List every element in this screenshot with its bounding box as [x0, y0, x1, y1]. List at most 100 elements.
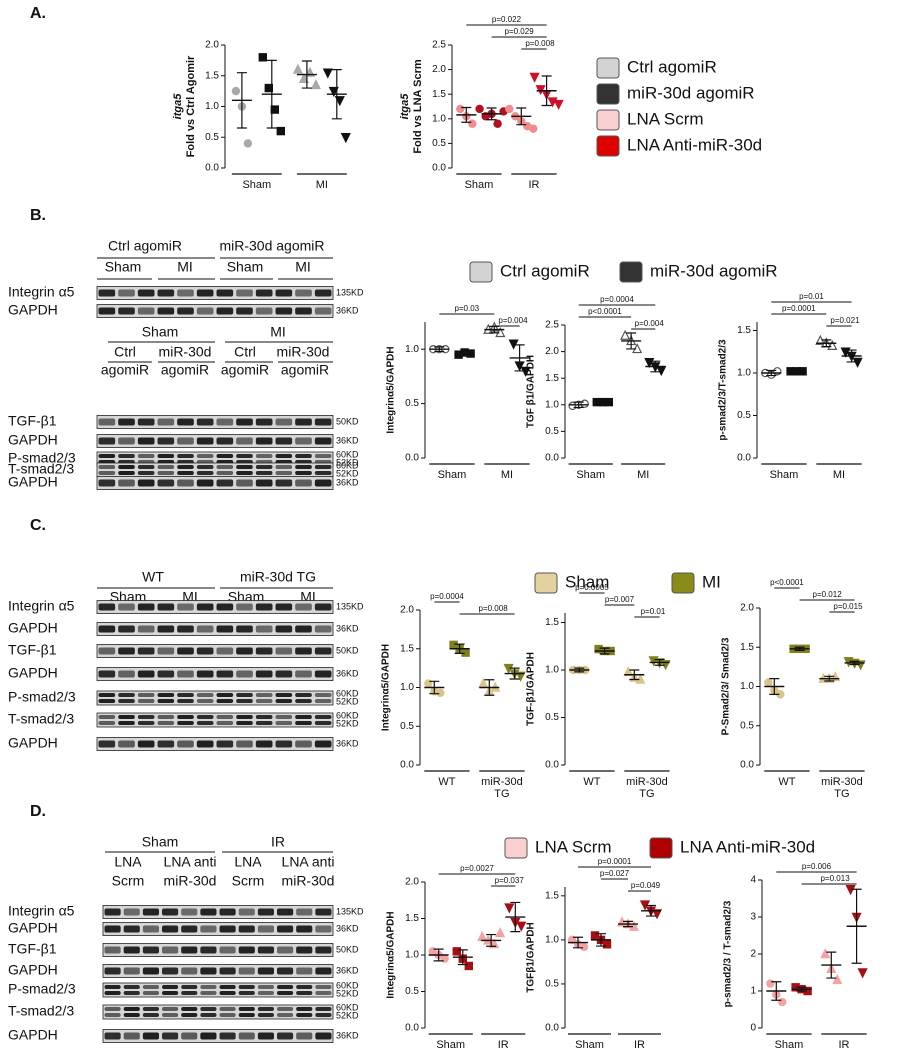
blot-band — [181, 991, 198, 995]
blot-band — [196, 625, 214, 633]
x-group-label: WT — [583, 776, 600, 788]
blot-band — [157, 437, 175, 445]
data-point — [857, 968, 868, 979]
y-tick-label: 2.5 — [545, 320, 559, 331]
blot-size-label: 52KD — [336, 468, 359, 478]
blot-band — [157, 603, 175, 611]
blot-band — [216, 603, 234, 611]
y-tick-label: 0.0 — [400, 760, 414, 771]
blot-band — [137, 289, 155, 297]
x-group-label: Sham — [775, 1039, 804, 1050]
blot-band — [216, 699, 234, 703]
blot-band — [236, 289, 253, 297]
blot-strip — [96, 644, 334, 658]
blot-band — [200, 946, 217, 954]
blot-band — [275, 625, 293, 633]
blot-size-label: 52KD — [336, 988, 359, 998]
blot-band — [177, 670, 194, 678]
y-tick-label: 0.5 — [405, 398, 419, 409]
p-value: p<0.0001 — [588, 307, 622, 316]
blot-size-label: 36KD — [336, 623, 359, 633]
data-point — [602, 940, 612, 949]
panel-label: B. — [30, 207, 46, 224]
x-group-label: miR-30d — [626, 776, 668, 788]
legend-label: LNA Scrm — [627, 109, 704, 128]
blot-strip — [102, 905, 334, 919]
blot-band — [98, 454, 116, 458]
y-tick-label: 0.0 — [432, 163, 446, 174]
error-bar — [826, 951, 837, 979]
data-point — [553, 99, 564, 110]
y-tick-label: 0.5 — [545, 426, 559, 437]
blot-band — [157, 479, 175, 487]
error-bar — [596, 933, 606, 947]
blot-row-label: GAPDH — [8, 920, 58, 936]
x-group-label: MI — [637, 469, 649, 481]
data-point — [452, 947, 462, 956]
error-bar — [821, 339, 832, 348]
x-group-label: IR — [528, 179, 539, 191]
blot-header: miR-30d — [164, 873, 217, 889]
blot-band — [177, 647, 194, 655]
blot-header: Ctrl — [234, 344, 256, 360]
blot-band — [196, 471, 214, 475]
y-axis-label: p-smad2/3/T-smad2/3 — [718, 339, 729, 441]
blot-header: IR — [271, 834, 285, 850]
blot-band — [295, 740, 312, 748]
y-tick-label: 1.0 — [545, 935, 559, 946]
data-point — [505, 104, 514, 114]
blot-size-label: 36KD — [336, 923, 359, 933]
data-point — [529, 72, 540, 83]
error-bar — [646, 904, 656, 917]
y-tick-label: 4 — [750, 875, 756, 886]
blot-size-label: 60KD — [336, 460, 359, 470]
blot-band — [277, 991, 294, 995]
blot-band — [275, 307, 293, 315]
error-bar — [769, 678, 780, 695]
blot-row-label: TGF-β1 — [8, 642, 57, 658]
blot-band — [216, 625, 234, 633]
blot-band — [196, 740, 214, 748]
blot-header: miR-30d agomiR — [219, 238, 324, 254]
blot-band — [255, 479, 273, 487]
y-tick-label: 1.0 — [740, 681, 754, 692]
blot-band — [98, 721, 116, 725]
legend-label: miR-30d agomiR — [627, 83, 755, 102]
blot-strip — [96, 286, 334, 300]
blot-band — [257, 1007, 274, 1011]
blot-band — [162, 967, 179, 975]
blot-band — [236, 479, 253, 487]
blot-band — [157, 625, 175, 633]
error-bar — [459, 350, 470, 357]
legend-label: LNA Scrm — [535, 837, 612, 856]
blot-band — [236, 740, 253, 748]
error-bar — [824, 675, 835, 682]
blot-band — [200, 991, 217, 995]
blot-band — [216, 693, 234, 697]
legend-swatch — [534, 572, 558, 594]
p-value: p=0.0004 — [430, 592, 464, 601]
blot-band — [216, 740, 234, 748]
blot-band — [181, 908, 198, 916]
legend-label: Ctrl agomiR — [500, 261, 590, 280]
blot-band — [196, 454, 214, 458]
blot-band — [314, 454, 332, 458]
blot-band — [315, 908, 332, 916]
blot-band — [277, 925, 294, 933]
y-tick-label: 0.0 — [545, 760, 559, 771]
blot-band — [238, 1013, 255, 1017]
legend-swatch — [671, 572, 695, 594]
blot-strip — [102, 1004, 334, 1020]
blot-band — [275, 465, 293, 469]
data-point — [489, 938, 500, 949]
blot-band — [162, 946, 179, 954]
error-bar — [629, 669, 640, 681]
blot-band — [236, 625, 253, 633]
y-tick-label: 1.0 — [405, 950, 419, 961]
blot-band — [238, 967, 255, 975]
blot-band — [118, 289, 135, 297]
blot-band — [314, 471, 332, 475]
blot-band — [314, 721, 332, 725]
y-tick-label: 0.0 — [545, 453, 559, 464]
blot-strip — [102, 964, 334, 978]
